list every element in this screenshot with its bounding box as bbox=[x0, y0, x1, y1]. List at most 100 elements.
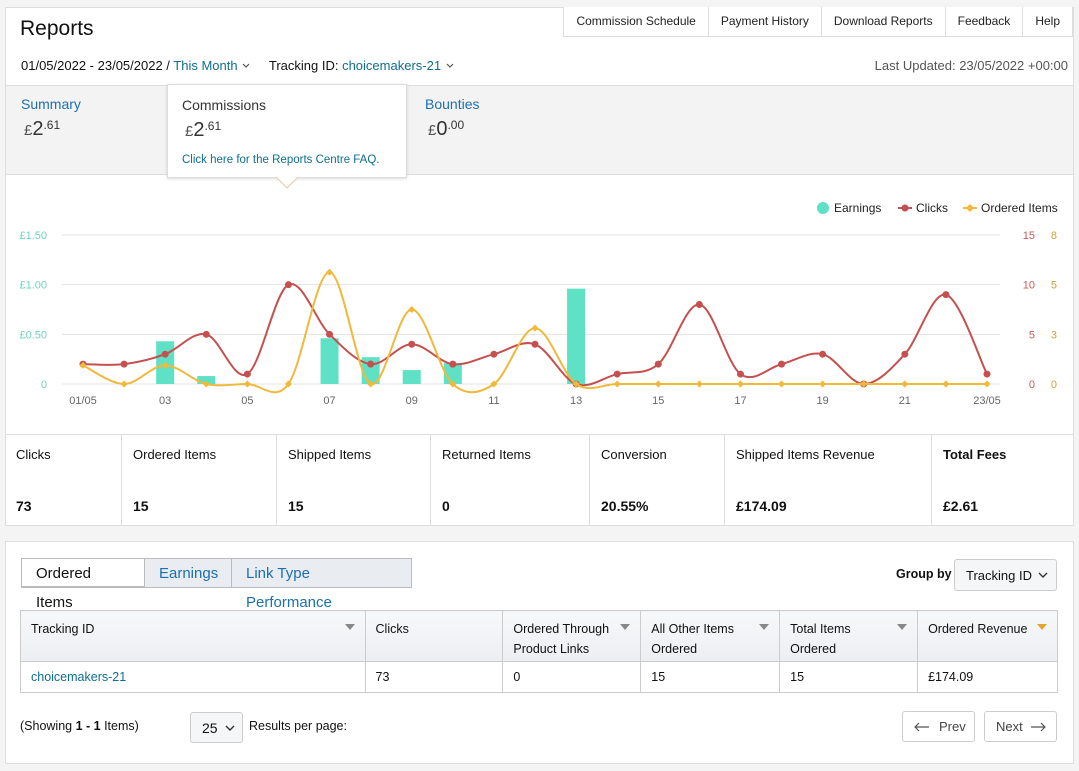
tab[interactable]: Link Type Performance bbox=[231, 558, 412, 611]
fraction: .61 bbox=[43, 118, 61, 132]
x-tick-label: 01/05 bbox=[69, 395, 97, 407]
x-tick-label: 09 bbox=[406, 395, 418, 407]
report-table: Tracking ID Clicks Ordered Through Product… bbox=[20, 610, 1058, 693]
stat-label: Total Fees bbox=[943, 447, 1007, 462]
select-value: 25 bbox=[202, 720, 218, 736]
sort-arrow bbox=[897, 624, 908, 630]
tab[interactable]: Earnings bbox=[144, 558, 232, 588]
filter-line: 01/05/2022 - 23/05/2022 / This Month Tra… bbox=[21, 58, 455, 73]
table-cell: £174.09 bbox=[917, 661, 1058, 693]
x-tick-label: 11 bbox=[488, 395, 499, 407]
text: (Showing bbox=[20, 719, 76, 733]
amount: £2.61 bbox=[24, 118, 81, 141]
marker bbox=[202, 380, 210, 388]
marker bbox=[778, 380, 786, 388]
marker bbox=[243, 370, 251, 378]
line bbox=[82, 271, 987, 394]
tracking-select[interactable]: choicemakers-21 bbox=[342, 58, 442, 73]
marker bbox=[449, 360, 457, 368]
y-tick-label: 5 bbox=[1051, 280, 1057, 292]
sort-icon bbox=[759, 624, 770, 630]
marker bbox=[161, 350, 169, 358]
stats-divider bbox=[6, 434, 1073, 435]
chevron bbox=[242, 63, 250, 68]
stat-label: Shipped Items Revenue bbox=[736, 447, 875, 462]
sort-arrow bbox=[620, 624, 631, 630]
next-button[interactable]: Next bbox=[984, 711, 1057, 742]
y-tick-label: £1.00 bbox=[19, 280, 47, 292]
marker bbox=[983, 380, 991, 388]
button-label: Next bbox=[996, 719, 1023, 734]
commissions-popover: Commissions £2.61 Click here for the Rep… bbox=[167, 84, 407, 178]
table-cell: 15 bbox=[640, 661, 781, 693]
column-label: All Other Items Ordered bbox=[651, 622, 734, 656]
stat-value: 20.55% bbox=[601, 498, 649, 514]
marker bbox=[531, 340, 539, 348]
marker bbox=[736, 380, 744, 388]
column-header: All Other Items Ordered bbox=[640, 610, 781, 662]
amount: £0.00 bbox=[428, 118, 479, 141]
last-updated: Last Updated: 23/05/2022 +00:00 bbox=[874, 58, 1068, 73]
tracking-label: Tracking ID: bbox=[268, 58, 339, 73]
marker bbox=[901, 380, 909, 388]
stat-value: £174.09 bbox=[736, 498, 787, 514]
table-body: choicemakers-21 73 0 15 15 £174.09 bbox=[20, 661, 1058, 693]
sort-icon bbox=[620, 624, 631, 630]
y-tick-label: 15 bbox=[1023, 230, 1035, 242]
marker bbox=[120, 360, 128, 368]
marker bbox=[819, 380, 827, 388]
prev-button[interactable]: Prev bbox=[902, 711, 975, 742]
y-tick-label: 0 bbox=[1051, 379, 1057, 391]
tab-selected[interactable]: Ordered Items bbox=[21, 558, 145, 611]
range: 1 - 1 bbox=[75, 719, 101, 733]
fraction: .61 bbox=[204, 119, 222, 133]
amount: £2.61 bbox=[185, 119, 392, 142]
table-cell: 0 bbox=[502, 661, 642, 693]
whole: 2 bbox=[32, 118, 44, 140]
popover-pointer bbox=[276, 177, 298, 189]
faq-link[interactable]: Click here for the Reports Centre FAQ. bbox=[182, 154, 380, 166]
marker bbox=[942, 291, 950, 299]
per-page-label: Results per page: bbox=[249, 719, 347, 733]
per-page-select[interactable]: 25 bbox=[190, 712, 243, 743]
stat-value: 15 bbox=[288, 498, 304, 514]
marker bbox=[367, 380, 375, 388]
marker bbox=[243, 380, 251, 388]
marker bbox=[490, 350, 498, 358]
marker bbox=[202, 330, 210, 338]
stat-cell: Clicks 73 bbox=[5, 435, 121, 525]
y-tick-label: 5 bbox=[1029, 329, 1035, 341]
group-by-select[interactable]: Tracking ID bbox=[954, 559, 1057, 591]
bounties-tab[interactable]: Bounties £0.00 bbox=[425, 96, 479, 141]
bar bbox=[402, 370, 421, 384]
period-select[interactable]: This Month bbox=[173, 58, 238, 73]
marker bbox=[860, 380, 868, 388]
legend-label: Ordered Items bbox=[981, 201, 1058, 215]
table-cell: 15 bbox=[779, 661, 919, 693]
stat-label: Clicks bbox=[16, 447, 51, 462]
nav-button[interactable]: Commission Schedule bbox=[563, 7, 709, 37]
nav-button[interactable]: Help bbox=[1022, 7, 1073, 37]
nav-button[interactable]: Payment History bbox=[707, 7, 822, 37]
nav-button[interactable]: Feedback bbox=[944, 7, 1024, 37]
stat-value: 73 bbox=[16, 498, 32, 514]
stat-cell: Ordered Items 15 bbox=[121, 435, 276, 525]
y-tick-label: £0.50 bbox=[19, 329, 47, 341]
marker bbox=[695, 301, 703, 309]
x-tick-label: 07 bbox=[323, 395, 335, 407]
nav-button[interactable]: Download Reports bbox=[820, 7, 946, 37]
legend-icon bbox=[966, 204, 974, 212]
arrow bbox=[1031, 722, 1046, 732]
summary-tab[interactable]: Summary £2.61 bbox=[21, 96, 81, 141]
marker bbox=[284, 380, 292, 388]
marker bbox=[819, 350, 827, 358]
legend-label: Clicks bbox=[916, 201, 948, 215]
marker bbox=[326, 330, 334, 338]
sort-icon bbox=[1037, 624, 1047, 630]
column-label: Clicks bbox=[375, 622, 409, 636]
page-title: Reports bbox=[20, 17, 94, 40]
legend-icon bbox=[817, 202, 829, 214]
marker bbox=[654, 380, 662, 388]
